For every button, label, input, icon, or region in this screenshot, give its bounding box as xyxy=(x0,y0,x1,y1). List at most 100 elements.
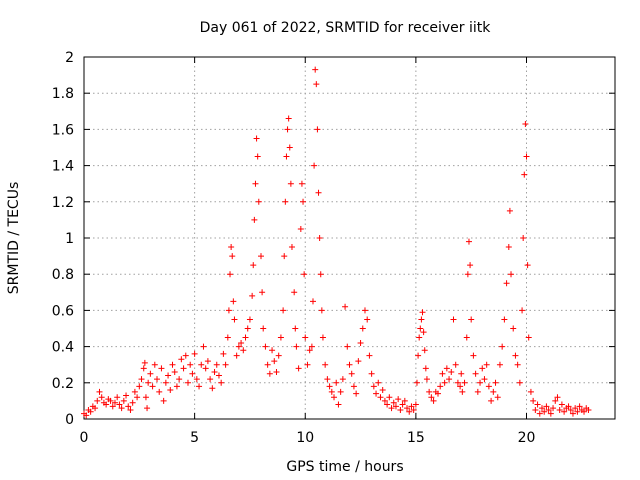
data-point xyxy=(525,334,532,341)
data-point xyxy=(233,352,240,359)
data-point xyxy=(260,325,267,332)
data-point xyxy=(259,289,266,296)
data-point xyxy=(506,207,513,214)
data-point xyxy=(308,343,315,350)
data-point xyxy=(301,271,308,278)
data-point xyxy=(300,198,307,205)
data-point xyxy=(312,66,319,73)
y-axis-label: SRMTID / TECUs xyxy=(6,182,22,295)
data-marks xyxy=(81,66,592,419)
data-point xyxy=(353,390,360,397)
data-point xyxy=(220,350,227,357)
data-point xyxy=(450,316,457,323)
y-tick-label: 1.4 xyxy=(52,159,74,175)
data-point xyxy=(532,406,539,413)
data-point xyxy=(207,376,214,383)
data-point xyxy=(461,379,468,386)
data-point xyxy=(238,339,245,346)
data-point xyxy=(322,361,329,368)
data-point xyxy=(258,253,264,260)
data-point xyxy=(344,343,351,350)
data-point xyxy=(501,316,508,323)
data-point xyxy=(123,392,130,399)
data-point xyxy=(295,365,302,372)
data-point xyxy=(116,401,123,408)
data-point xyxy=(251,216,258,223)
data-point xyxy=(581,408,588,415)
data-point xyxy=(306,347,313,354)
data-point xyxy=(417,325,424,332)
data-point xyxy=(211,368,218,375)
data-point xyxy=(111,399,118,406)
data-point xyxy=(464,271,471,278)
data-point xyxy=(114,394,121,401)
data-point xyxy=(125,403,132,410)
data-point xyxy=(556,406,563,413)
data-point xyxy=(550,405,557,412)
data-point xyxy=(282,198,289,205)
data-point xyxy=(167,387,174,394)
y-tick-label: 1.8 xyxy=(52,86,74,102)
data-point xyxy=(410,406,417,413)
data-point xyxy=(292,325,299,332)
data-point xyxy=(173,383,180,390)
data-point xyxy=(523,153,530,160)
data-point xyxy=(404,405,411,412)
data-point xyxy=(408,403,415,410)
data-point xyxy=(136,383,143,390)
data-point xyxy=(467,262,474,269)
data-point xyxy=(508,271,515,278)
data-point xyxy=(160,397,167,404)
data-point xyxy=(319,334,326,341)
data-point xyxy=(384,401,391,408)
data-point xyxy=(171,368,178,375)
data-point xyxy=(576,403,583,410)
data-point xyxy=(304,361,311,368)
data-point xyxy=(534,401,541,408)
data-point xyxy=(315,189,322,196)
tick-labels: 00.20.40.60.811.21.41.61.820 5 10 15 20 xyxy=(52,50,536,446)
data-point xyxy=(416,334,423,341)
data-point xyxy=(481,376,488,383)
data-point xyxy=(209,385,216,392)
data-point xyxy=(224,334,231,341)
data-point xyxy=(138,376,145,383)
data-point xyxy=(521,171,528,178)
data-point xyxy=(574,408,581,415)
data-point xyxy=(364,316,371,323)
data-point xyxy=(229,253,236,260)
data-point xyxy=(503,280,510,287)
data-point xyxy=(240,347,247,354)
x-tick-label: 20 xyxy=(518,430,536,446)
data-point xyxy=(309,298,316,305)
data-point xyxy=(465,238,472,245)
data-point xyxy=(269,347,276,354)
data-point xyxy=(415,352,422,359)
data-point xyxy=(554,394,561,401)
data-point xyxy=(242,334,249,341)
data-point xyxy=(373,390,380,397)
data-point xyxy=(297,225,304,232)
data-point xyxy=(558,401,565,408)
data-point xyxy=(359,325,366,332)
data-point xyxy=(98,394,105,401)
data-point xyxy=(412,401,419,408)
data-point xyxy=(538,405,545,412)
data-point xyxy=(413,379,420,386)
data-point xyxy=(331,394,338,401)
data-point xyxy=(565,403,572,410)
data-point xyxy=(286,144,293,151)
data-point xyxy=(454,379,461,386)
data-point xyxy=(198,361,205,368)
y-tick-label: 1 xyxy=(65,231,74,247)
data-point xyxy=(399,401,406,408)
data-point xyxy=(505,244,512,251)
data-point xyxy=(149,383,156,390)
data-point xyxy=(326,383,333,390)
data-point xyxy=(395,396,402,403)
data-point xyxy=(255,198,262,205)
chart-title: Day 061 of 2022, SRMTID for receiver iit… xyxy=(200,20,492,36)
data-point xyxy=(231,316,238,323)
data-point xyxy=(337,388,344,395)
data-point xyxy=(547,410,554,417)
